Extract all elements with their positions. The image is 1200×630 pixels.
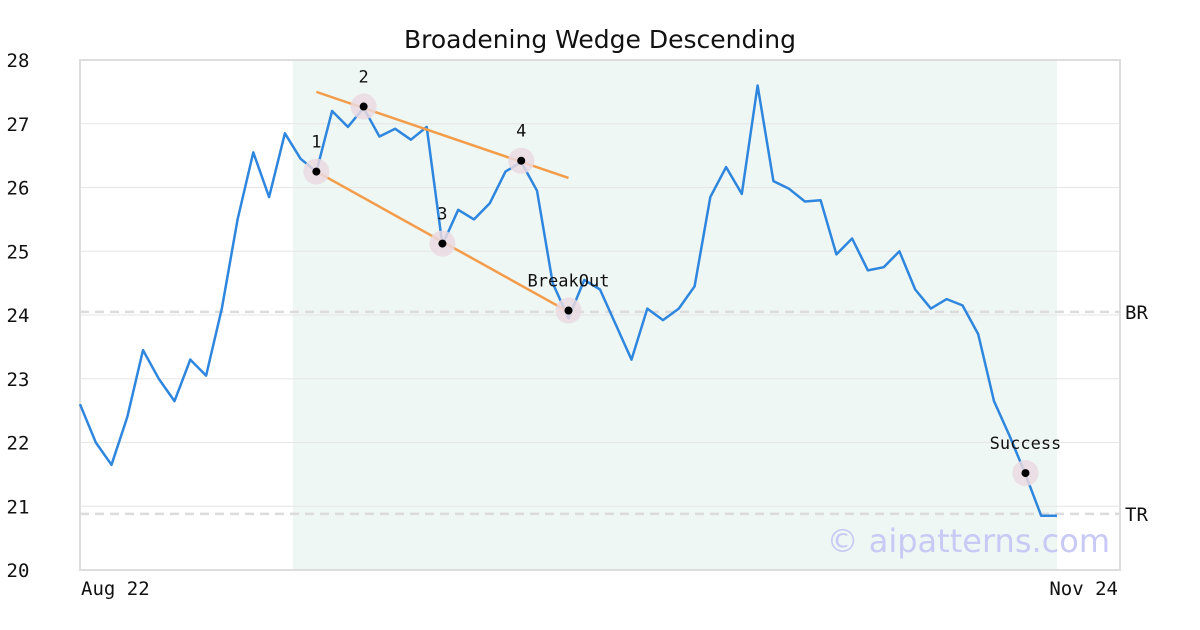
y-tick-label: 22 [7, 433, 30, 455]
point-marker-success [1021, 469, 1030, 478]
level-label-br: BR [1125, 302, 1148, 324]
x-tick-label: Nov 24 [1049, 578, 1118, 600]
point-label-3: 3 [437, 205, 447, 225]
y-tick-label: 20 [7, 560, 30, 582]
point-marker-4 [517, 156, 526, 165]
grid-layer [80, 123, 1120, 507]
point-marker-breakout [564, 306, 573, 315]
y-tick-label: 24 [7, 305, 30, 327]
point-label-2: 2 [359, 68, 369, 88]
x-tick-label: Aug 22 [81, 578, 150, 600]
y-tick-label: 25 [7, 241, 30, 263]
y-tick-label: 26 [7, 178, 30, 200]
y-tick-label: 21 [7, 496, 30, 518]
y-tick-label: 27 [7, 114, 30, 136]
point-marker-2 [359, 102, 368, 111]
point-marker-1 [312, 167, 321, 176]
plot-frame [79, 59, 1121, 571]
points-layer: 1 2 3 4 BreakOut Success [303, 68, 1061, 487]
chart-title: Broadening Wedge Descending [404, 25, 796, 54]
level-label-tr: TR [1125, 504, 1148, 526]
point-marker-3 [438, 239, 447, 248]
watermark: © aipatterns.com [827, 522, 1110, 560]
y-tick-label: 23 [7, 369, 30, 391]
point-label-4: 4 [516, 122, 526, 142]
levels-layer: BR TR [80, 302, 1148, 526]
y-tick-label: 28 [7, 50, 30, 72]
point-label-breakout: BreakOut [528, 272, 610, 292]
point-label-1: 1 [311, 133, 321, 153]
point-label-success: Success [990, 434, 1062, 454]
